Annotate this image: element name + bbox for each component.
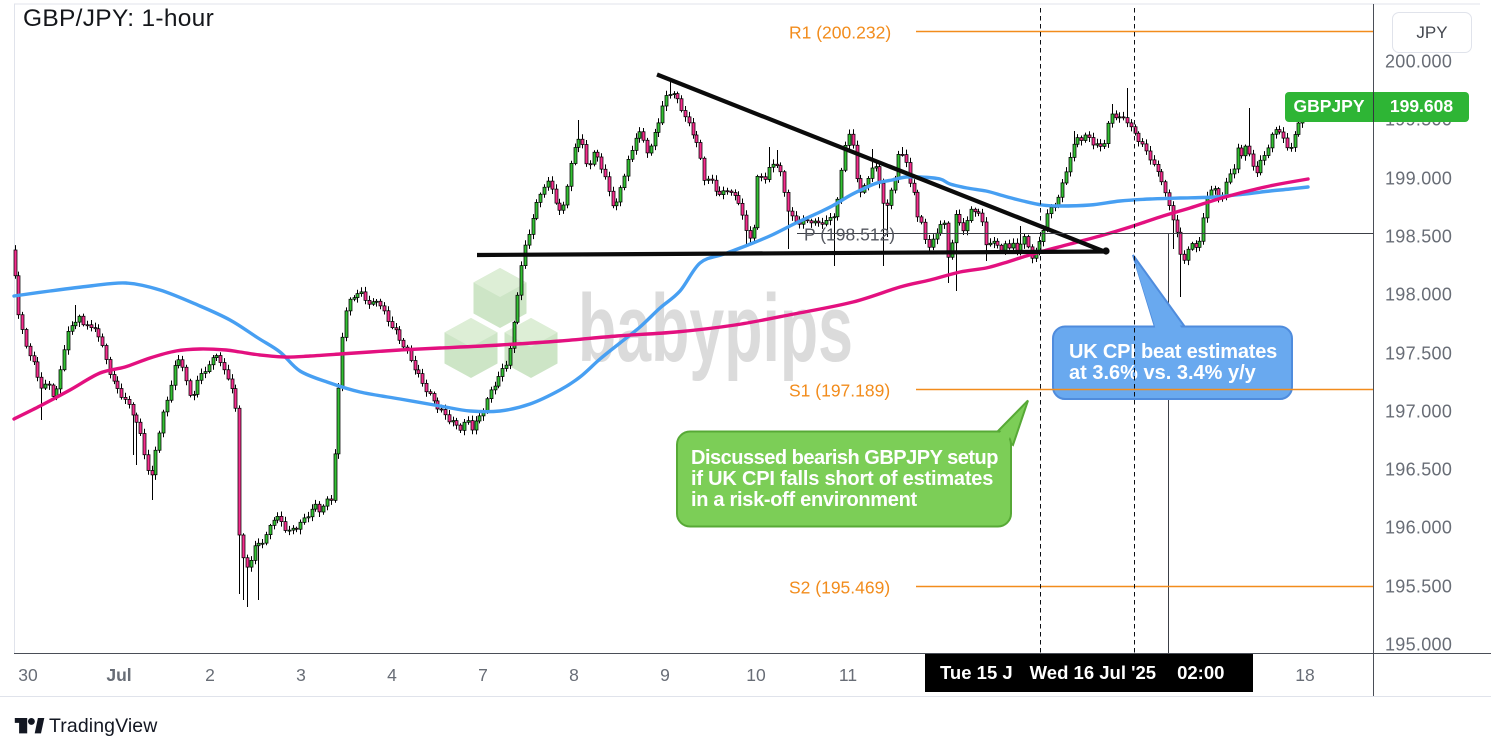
svg-text:S1 (197.189): S1 (197.189) (789, 381, 890, 401)
svg-text:in a risk-off environment: in a risk-off environment (691, 489, 918, 511)
svg-text:if UK CPI falls short of estim: if UK CPI falls short of estimates (691, 468, 993, 490)
svg-text:at 3.6% vs. 3.4% y/y: at 3.6% vs. 3.4% y/y (1069, 362, 1257, 384)
svg-text:Discussed bearish GBPJPY setup: Discussed bearish GBPJPY setup (691, 447, 998, 469)
svg-text:S2 (195.469): S2 (195.469) (789, 578, 890, 598)
svg-text:P (198.512): P (198.512) (804, 225, 895, 245)
svg-text:UK CPI beat estimates: UK CPI beat estimates (1069, 341, 1277, 363)
svg-text:R1 (200.232): R1 (200.232) (789, 23, 891, 43)
